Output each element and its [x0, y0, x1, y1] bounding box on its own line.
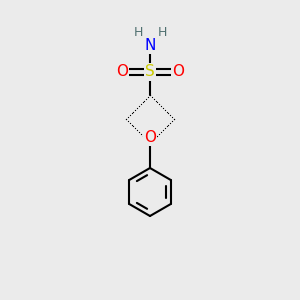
Text: O: O: [116, 64, 128, 80]
Text: O: O: [144, 130, 156, 145]
Text: H: H: [157, 26, 167, 38]
Text: S: S: [145, 64, 155, 80]
Text: H: H: [133, 26, 143, 38]
Text: N: N: [144, 38, 156, 52]
Text: O: O: [172, 64, 184, 80]
